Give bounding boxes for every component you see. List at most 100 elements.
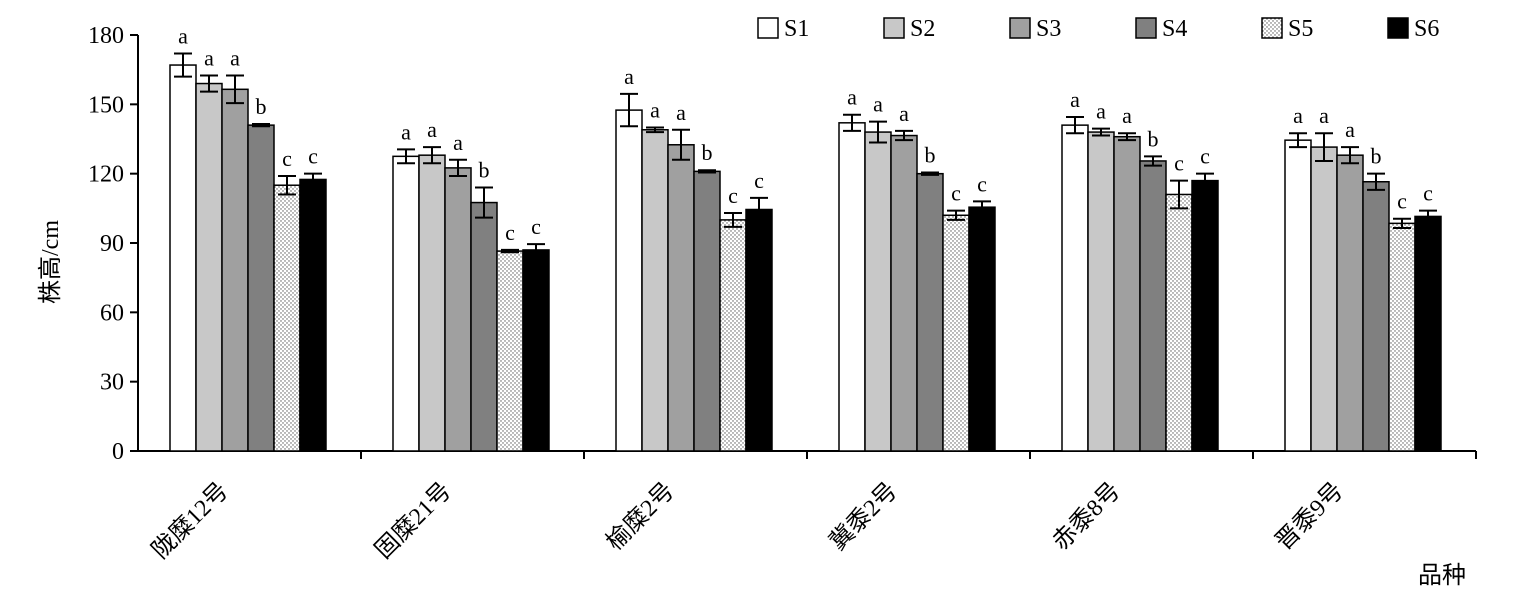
significance-label: a [847,85,857,110]
significance-label: a [650,97,660,122]
bar [299,178,327,452]
legend-swatch [1387,17,1409,39]
x-axis-title: 品种 [1418,562,1466,589]
significance-label: c [754,168,764,193]
bar [418,154,446,452]
bar [247,124,275,452]
significance-label: b [702,140,713,165]
significance-label: a [1293,103,1303,128]
significance-label: c [282,146,292,171]
significance-label: a [230,45,240,70]
legend-label: S5 [1288,16,1313,42]
legend-label: S3 [1036,16,1061,42]
legend-swatch [883,17,905,39]
bar [1310,146,1338,452]
significance-label: b [479,158,490,183]
y-axis-title: 株高/cm [37,220,64,304]
legend-swatch [1009,17,1031,39]
chart-axes: 0 30 60 90 120 150 180 [88,23,1477,465]
bar [1087,131,1115,452]
significance-label: b [925,143,936,168]
bar [916,172,944,452]
y-tick-label: 120 [88,162,124,188]
bar [615,109,643,452]
significance-label: b [256,94,267,119]
bar [273,184,301,452]
y-tick-label: 180 [88,23,124,49]
y-tick-label: 60 [100,300,124,326]
y-tick-label: 30 [100,370,124,396]
x-tick-label: 冀黍2号 [824,477,902,555]
significance-label: a [899,101,909,126]
legend-swatch [1261,17,1283,39]
legend-label: S1 [784,16,809,42]
bar [745,208,773,452]
significance-label: a [427,117,437,142]
bar [195,82,223,452]
bar [667,144,695,452]
significance-label: a [624,64,634,89]
significance-label: c [951,181,961,206]
significance-label: a [453,130,463,155]
significance-label: c [308,144,318,169]
bar [470,201,498,452]
significance-label: a [1122,103,1132,128]
bar [1388,222,1416,452]
significance-label: a [1070,87,1080,112]
bar [641,129,669,452]
legend-label: S2 [910,16,935,42]
bar [1191,179,1219,452]
bar [693,170,721,452]
bar [1113,135,1141,452]
bar [942,214,970,452]
bar [1061,124,1089,452]
significance-label: c [1200,144,1210,169]
significance-label: a [873,92,883,117]
bar [221,88,249,452]
bar [1165,193,1193,452]
x-tick-label: 陇糜12号 [147,477,234,564]
significance-label: c [1174,151,1184,176]
significance-label: c [728,183,738,208]
bar [864,131,892,452]
significance-label: a [1319,103,1329,128]
bar [522,249,550,452]
significance-label: c [505,220,515,245]
significance-label: a [1096,99,1106,124]
bar [890,134,918,452]
significance-label: a [204,45,214,70]
significance-label: a [1345,117,1355,142]
bar [1414,215,1442,452]
bar [1284,139,1312,452]
significance-label: c [1423,181,1433,206]
legend-label: S6 [1414,16,1439,42]
chart-legend: S1 S2 S3 S4 S5 S6 [757,16,1439,42]
bar [838,122,866,452]
y-tick-label: 0 [112,439,124,465]
x-tick-label: 赤黍8号 [1047,477,1125,555]
y-tick-label: 150 [88,92,124,118]
bar [392,155,420,452]
significance-label: c [1397,189,1407,214]
bar [968,206,996,452]
legend-swatch [1135,17,1157,39]
significance-label: a [676,100,686,125]
bar [719,219,747,452]
bar [1336,154,1364,452]
significance-label: b [1148,126,1159,151]
x-tick-label: 固糜21号 [370,477,457,564]
bar [496,250,524,452]
legend-label: S4 [1162,16,1187,42]
bar [1362,181,1390,452]
significance-label: a [401,119,411,144]
significance-label: c [531,214,541,239]
x-tick-label: 晋黍9号 [1270,477,1348,555]
bar [169,64,197,452]
x-tick-label: 榆糜2号 [601,477,679,555]
bar [444,167,472,452]
bar [1139,160,1167,452]
significance-label: c [977,171,987,196]
significance-label: b [1371,144,1382,169]
